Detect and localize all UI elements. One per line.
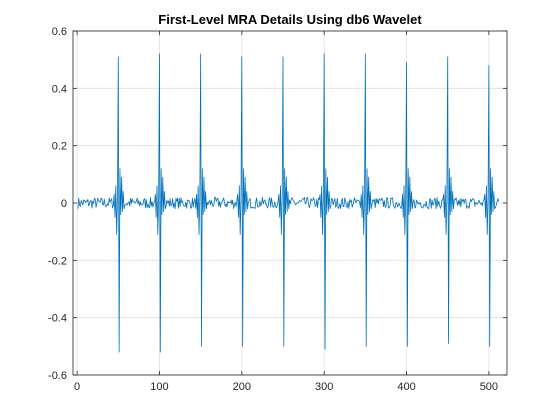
x-tick-label: 400 xyxy=(397,381,415,393)
y-tick-label: 0 xyxy=(61,198,67,210)
axis-ticks: 0 100 200 300 400 500 -0.6 -0.4 -0.2 0 0.2 0.4 0.6 xyxy=(48,26,507,393)
x-tick-label: 300 xyxy=(315,381,333,393)
y-tick-label: 0.4 xyxy=(52,83,67,95)
series-layer xyxy=(77,53,500,353)
y-tick-label: 0.6 xyxy=(52,26,67,38)
series-line xyxy=(77,53,500,353)
x-tick-label: 200 xyxy=(233,381,251,393)
x-tick-label: 500 xyxy=(480,381,498,393)
y-tick-label: -0.4 xyxy=(48,313,67,325)
x-tick-label: 0 xyxy=(74,381,80,393)
x-tick-label: 100 xyxy=(150,381,168,393)
y-tick-label: 0.2 xyxy=(52,141,67,153)
chart-title: First-Level MRA Details Using db6 Wavele… xyxy=(158,12,422,27)
y-tick-label: -0.6 xyxy=(48,370,67,382)
y-tick-label: -0.2 xyxy=(48,255,67,267)
